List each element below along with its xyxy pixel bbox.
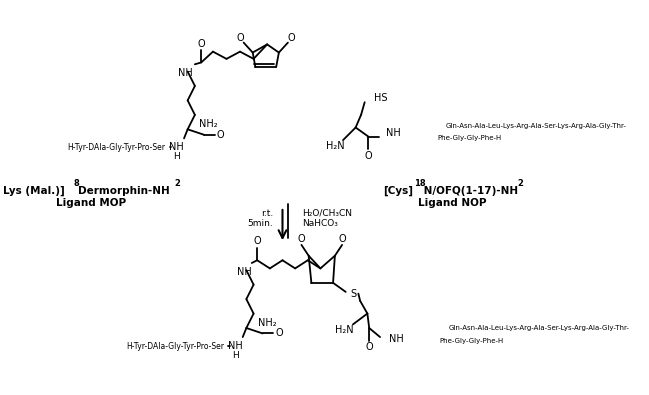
Text: NH: NH [169,142,184,152]
Text: N/OFQ(1-17)-NH: N/OFQ(1-17)-NH [420,186,518,196]
Text: Gln-Asn-Ala-Leu-Lys-Arg-Ala-Ser-Lys-Arg-Ala-Gly-Thr-: Gln-Asn-Ala-Leu-Lys-Arg-Ala-Ser-Lys-Arg-… [448,325,630,331]
Text: H₂O/CH₃CN: H₂O/CH₃CN [302,209,352,218]
Text: H-Tyr-DAla-Gly-Tyr-Pro-Ser: H-Tyr-DAla-Gly-Tyr-Pro-Ser [126,342,224,351]
Text: NH: NH [228,341,243,351]
Text: [Cys]: [Cys] [383,186,413,196]
Text: H-Tyr-DAla-Gly-Tyr-Pro-Ser: H-Tyr-DAla-Gly-Tyr-Pro-Ser [67,143,165,152]
Text: NH: NH [237,267,252,277]
Text: 5min.: 5min. [248,219,273,228]
Text: NH₂: NH₂ [258,318,276,327]
Text: O: O [365,150,372,160]
Text: O: O [365,342,373,352]
Text: H₂N: H₂N [326,141,345,151]
Text: O: O [275,328,283,339]
Text: r.t.: r.t. [261,209,273,218]
Text: NH: NH [389,334,404,344]
Text: NH: NH [178,68,193,78]
Text: O: O [253,236,261,246]
Text: O: O [338,233,346,244]
Text: 18: 18 [414,179,426,188]
Text: 2: 2 [517,179,523,188]
Text: O: O [236,33,244,43]
Text: Ligand NOP: Ligand NOP [418,198,487,209]
Text: H: H [232,351,239,359]
Text: H: H [173,152,180,161]
Text: Dermorphin-NH: Dermorphin-NH [79,186,170,196]
Text: O: O [197,40,205,49]
Text: Phe-Gly-Gly-Phe-H: Phe-Gly-Gly-Phe-H [439,338,504,344]
Text: Ligand MOP: Ligand MOP [56,198,126,209]
Text: H₂N: H₂N [335,325,353,335]
Text: O: O [216,130,224,140]
Text: NH₂: NH₂ [199,119,218,129]
Text: O: O [298,233,305,244]
Text: HS: HS [374,93,387,103]
Text: NH: NH [386,128,401,138]
Text: Phe-Gly-Gly-Phe-H: Phe-Gly-Gly-Phe-H [437,135,501,141]
Text: S: S [350,289,356,299]
Text: NaHCO₃: NaHCO₃ [302,219,338,228]
Text: O: O [288,33,295,43]
Text: Gln-Asn-Ala-Leu-Lys-Arg-Ala-Ser-Lys-Arg-Ala-Gly-Thr-: Gln-Asn-Ala-Leu-Lys-Arg-Ala-Ser-Lys-Arg-… [446,123,627,129]
Text: 8: 8 [74,179,80,188]
Text: Lys (Mal.)]: Lys (Mal.)] [3,186,64,196]
Text: 2: 2 [174,179,180,188]
